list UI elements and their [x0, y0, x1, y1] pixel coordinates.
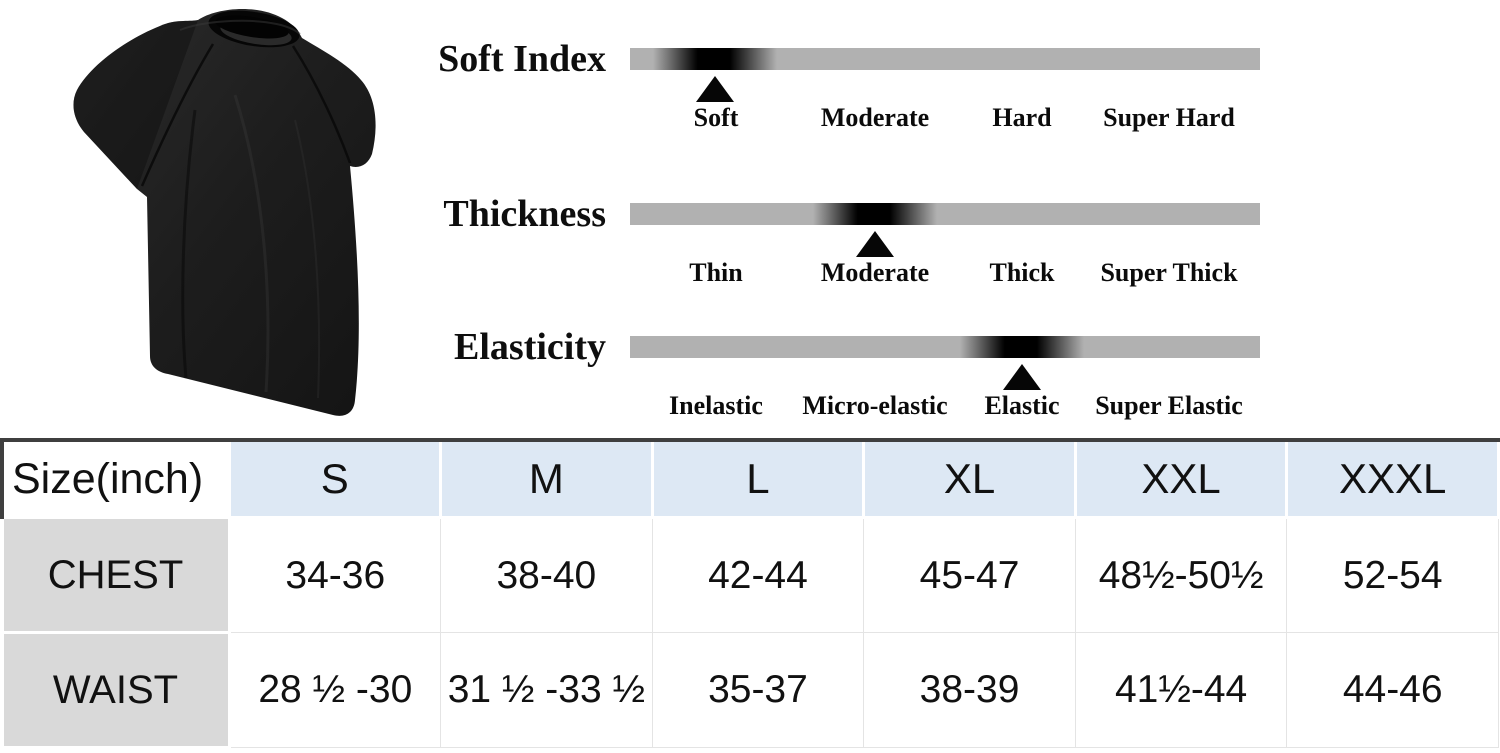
scale-marker-blob: [959, 336, 1084, 358]
scale-tick-label: Hard: [992, 103, 1052, 132]
scale-marker-triangle-icon: [696, 76, 735, 102]
tshirt-image: [73, 9, 376, 416]
scale-bar: [630, 48, 1260, 70]
chest-value: 52-54: [1286, 517, 1499, 633]
size-chart-table: Size(inch) S M L XL XXL XXXL CHEST 34-36…: [0, 438, 1500, 749]
scale-tick-label: Thick: [989, 258, 1055, 287]
size-column-l: L: [650, 438, 866, 519]
waist-value: 41½-44: [1074, 632, 1288, 748]
scale-tick-label: Thin: [689, 258, 743, 287]
scale-tick-label: Super Thick: [1100, 258, 1238, 287]
scale-bar: [630, 203, 1260, 225]
scale-marker-blob: [813, 203, 938, 225]
tshirt-product-photo: [30, 0, 430, 435]
scale-tick-label: Moderate: [820, 258, 930, 287]
row-label-chest: CHEST: [0, 516, 231, 634]
scale-tick-label: Soft: [693, 103, 739, 132]
scale-thickness: Thickness Thin Moderate Thick Super Thic…: [430, 193, 1290, 313]
scale-marker-triangle-icon: [856, 231, 895, 257]
size-column-xl: XL: [862, 438, 1077, 519]
waist-value: 28 ½ -30: [228, 632, 442, 748]
scale-tick-label: Inelastic: [669, 391, 763, 420]
scale-marker-triangle-icon: [1002, 364, 1041, 390]
chest-value: 42-44: [651, 517, 865, 633]
scale-marker-blob: [653, 48, 778, 70]
scale-title: Elasticity: [454, 326, 606, 368]
chest-value: 45-47: [863, 517, 1076, 633]
scale-tick-label: Super Elastic: [1095, 391, 1243, 420]
table-row-waist: WAIST 28 ½ -30 31 ½ -33 ½ 35-37 38-39 41…: [0, 631, 1499, 749]
table-row-chest: CHEST 34-36 38-40 42-44 45-47 48½-50½ 52…: [0, 516, 1499, 634]
size-table-header-row: Size(inch) S M L XL XXL XXXL: [0, 438, 1500, 519]
scale-elasticity: Elasticity Inelastic Micro-elastic Elast…: [430, 326, 1290, 446]
scale-tick-label: Micro-elastic: [802, 391, 948, 420]
waist-value: 38-39: [863, 632, 1076, 748]
size-column-xxl: XXL: [1073, 438, 1289, 519]
size-column-m: M: [439, 438, 654, 519]
row-label-waist: WAIST: [0, 631, 231, 749]
scale-soft-index: Soft Index Soft Moderate Hard Super Hard: [430, 38, 1290, 158]
scale-tick-label: Elastic: [984, 391, 1060, 420]
scale-tick-label: Moderate: [820, 103, 930, 132]
waist-value: 31 ½ -33 ½: [440, 632, 653, 748]
size-unit-header: Size(inch): [0, 438, 231, 519]
size-column-xxxl: XXXL: [1285, 438, 1500, 519]
scale-bar: [630, 336, 1260, 358]
chest-value: 48½-50½: [1074, 517, 1288, 633]
waist-value: 35-37: [651, 632, 865, 748]
chest-value: 34-36: [228, 517, 442, 633]
scale-title: Thickness: [443, 193, 606, 235]
size-column-s: S: [227, 438, 443, 519]
chest-value: 38-40: [440, 517, 653, 633]
scale-title: Soft Index: [438, 38, 606, 80]
scale-tick-label: Super Hard: [1103, 103, 1235, 132]
waist-value: 44-46: [1286, 632, 1499, 748]
